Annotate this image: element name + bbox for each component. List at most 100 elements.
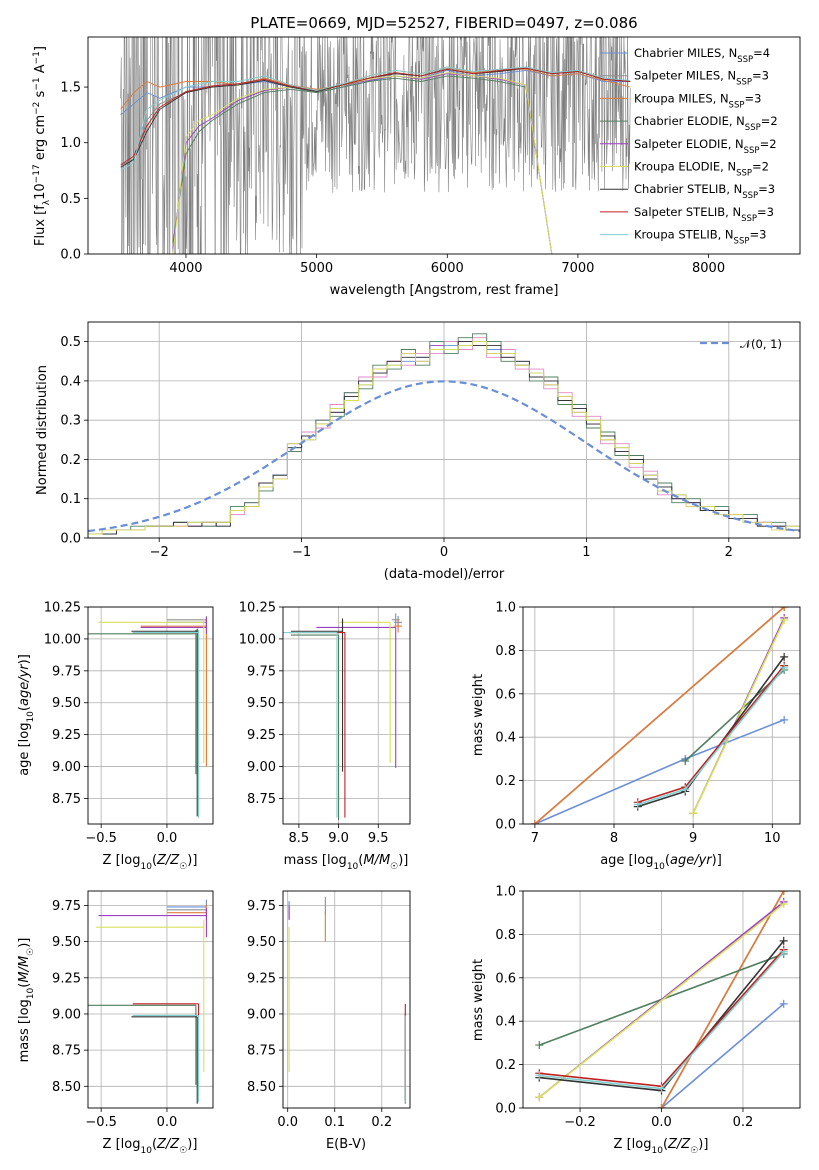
y-tick-label: 1.0	[60, 136, 81, 151]
mass_vs_Z-frame	[87, 890, 214, 1109]
age_vs_mass-axes: 8.5 9.0 9.5 8.75 9.00 9.25 9.50 9.75 10.00 10.25	[239, 601, 411, 846]
massweight_vs_Z-axes: −0.2 0.0 0.2 0.0 0.2 0.4 0.6 0.8 1.0	[495, 885, 801, 1130]
x-tick-label: −0.5	[85, 831, 117, 846]
y-tick-label: 1.0	[495, 885, 516, 900]
y-tick-label: 0.6	[495, 971, 516, 986]
x-tick-label: −2	[150, 545, 169, 560]
y-tick-label: 0.8	[495, 644, 516, 659]
data-point-marker	[779, 999, 788, 1008]
y-tick-label: 8.75	[247, 792, 276, 807]
x-tick-label: 8	[610, 831, 618, 846]
age_vs_Z-frame	[87, 606, 214, 825]
y-tick-label: 0.2	[495, 774, 516, 789]
y-tick-label: 8.75	[52, 1044, 81, 1059]
mass-weight-line	[637, 656, 785, 808]
x-axis-label: Z [log10(Z/Z☉)]	[103, 1137, 198, 1156]
mass-weight-line	[534, 607, 785, 824]
x-axis-label: wavelength [Angstrom, rest frame]	[330, 283, 559, 298]
x-tick-label: 0.0	[157, 1115, 178, 1130]
age_vs_mass-frame	[282, 606, 411, 825]
y-tick-label: 9.00	[52, 1007, 81, 1022]
y-tick-label: 0.6	[495, 687, 516, 702]
observed-spectrum-line	[120, 37, 631, 254]
y-tick-label: 9.75	[52, 899, 81, 914]
x-tick-label: 9.5	[368, 831, 389, 846]
x-axis-label: Z [log10(Z/Z☉)]	[103, 853, 198, 872]
x-axis-label: E(B-V)	[326, 1137, 366, 1152]
legend-entry: Salpeter MILES, NSSP=3	[634, 69, 769, 88]
age_vs_mass-plot-area	[283, 613, 403, 821]
data-point-marker	[535, 1093, 544, 1102]
spectrum-legend: Chabrier MILES, NSSP=4 Salpeter MILES, NS…	[600, 46, 778, 247]
spectrum-axes: 4000 5000 6000 7000 8000 0.0 0.5 1.0 1.5	[60, 36, 801, 276]
y-tick-label: 0.1	[60, 492, 81, 507]
model-spectrum-line	[120, 66, 631, 110]
x-tick-label: 0.0	[651, 1115, 672, 1130]
y-axis-label: mass [log10(M/M☉)]	[17, 938, 36, 1063]
x-tick-label: 0	[440, 545, 448, 560]
x-tick-label: 10	[764, 831, 781, 846]
spectrum-plot-area	[120, 37, 631, 254]
y-tick-label: 9.50	[247, 935, 276, 950]
model-spectrum-line	[120, 66, 631, 171]
y-tick-label: 0.5	[60, 192, 81, 207]
mass-weight-line	[637, 667, 785, 806]
data-point-marker	[780, 652, 789, 661]
y-axis-label: mass weight	[471, 674, 486, 756]
data-point-marker	[779, 900, 788, 909]
page-title: PLATE=0669, MJD=52527, FIBERID=0497, z=0…	[250, 14, 637, 32]
y-tick-label: 9.00	[52, 760, 81, 775]
y-tick-label: 10.00	[44, 632, 81, 647]
massweight_vs_Z-plot-area	[535, 891, 788, 1108]
y-tick-label: 0.2	[495, 1058, 516, 1073]
legend-entry: Chabrier ELODIE, NSSP=2	[634, 114, 778, 133]
y-tick-label: 10.00	[239, 632, 276, 647]
y-tick-label: 9.50	[52, 935, 81, 950]
y-tick-label: 9.50	[52, 696, 81, 711]
y-tick-label: 9.00	[247, 760, 276, 775]
y-tick-label: 9.25	[52, 728, 81, 743]
data-point-marker	[535, 1071, 544, 1080]
spectrum-frame	[87, 36, 801, 255]
y-tick-label: 9.25	[247, 971, 276, 986]
mass-weight-line	[692, 619, 785, 814]
x-tick-label: −1	[292, 545, 311, 560]
residuals-axes: −2 −1 0 1 2 0.0 0.1 0.2 0.3 0.4 0.5	[60, 321, 801, 560]
legend-entry: Salpeter ELODIE, NSSP=2	[634, 137, 777, 156]
y-tick-label: 8.50	[52, 1080, 81, 1095]
x-axis-label: (data-model)/error	[384, 567, 505, 582]
x-tick-label: 4000	[169, 261, 202, 276]
x-tick-label: 7000	[561, 261, 594, 276]
y-tick-label: 1.5	[60, 81, 81, 96]
mass_vs_Z-plot-area	[88, 899, 207, 1104]
normal-curve-line	[88, 380, 800, 533]
massweight_vs_age-frame	[522, 606, 801, 825]
data-point-marker	[681, 757, 690, 766]
data-point-marker	[779, 947, 788, 956]
mass_vs_ebv-axes: 0.0 0.1 0.2 8.50 8.75 9.00 9.25 9.50 9.75	[247, 890, 411, 1130]
data-point-marker	[535, 1041, 544, 1050]
y-tick-label: 0.4	[60, 374, 81, 389]
data-point-marker	[780, 616, 789, 625]
y-axis-label: Normed distribution	[35, 365, 50, 495]
residuals-frame	[87, 321, 801, 539]
y-tick-label: 8.75	[247, 1044, 276, 1059]
massweight_vs_age-axes: 7 8 9 10 0.0 0.2 0.4 0.6 0.8 1.0	[495, 601, 801, 846]
data-point-marker	[633, 800, 642, 809]
x-tick-label: −0.5	[85, 1115, 117, 1130]
data-point-marker	[779, 936, 788, 945]
mass_vs_ebv-plot-area	[288, 896, 406, 1104]
y-tick-label: 9.75	[247, 664, 276, 679]
y-tick-label: 0.4	[495, 731, 516, 746]
x-axis-label: age [log10(age/yr)]	[600, 853, 722, 872]
x-tick-label: 0.2	[371, 1115, 392, 1130]
y-tick-label: 0.0	[495, 1102, 516, 1117]
y-tick-label: 0.0	[60, 248, 81, 263]
x-axis-label: mass [log10(M/M☉)]	[284, 853, 409, 872]
legend-entry: Chabrier STELIB, NSSP=3	[634, 182, 775, 201]
x-tick-label: 0.2	[733, 1115, 754, 1130]
x-tick-label: 0.1	[324, 1115, 345, 1130]
y-tick-label: 0.3	[60, 414, 81, 429]
data-point-marker	[681, 785, 690, 794]
